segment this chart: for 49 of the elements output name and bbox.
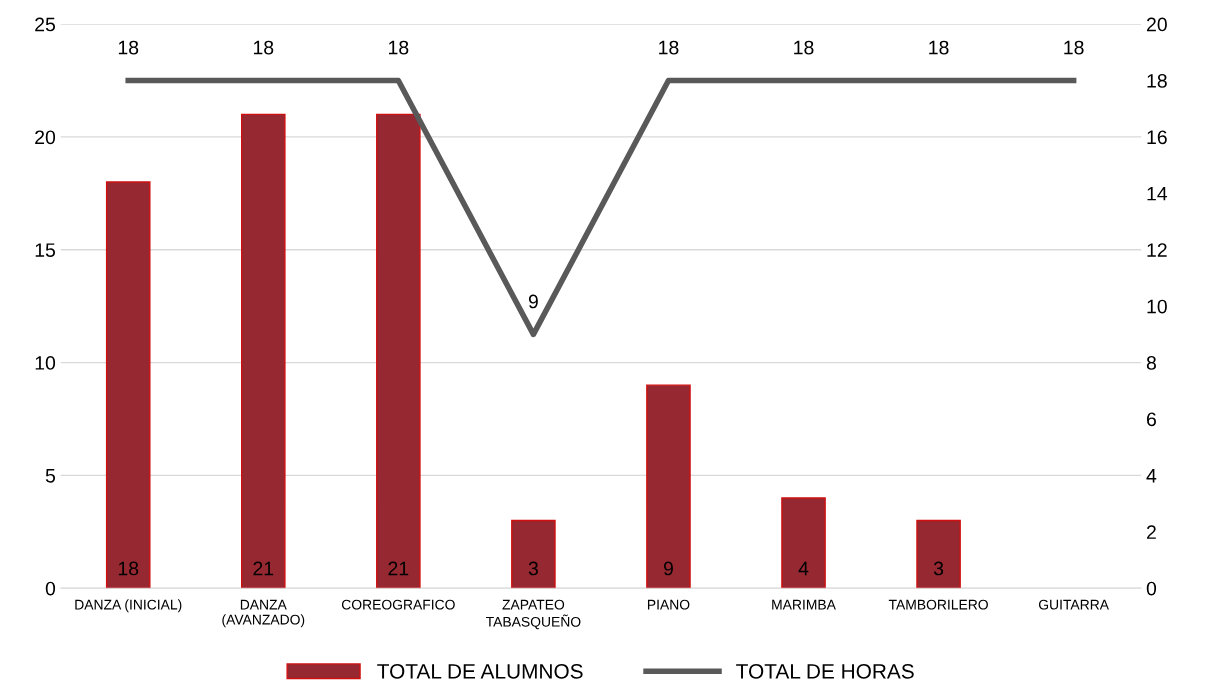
y2-tick-label: 4: [1146, 469, 1157, 483]
data-label: 4: [798, 561, 809, 576]
y2-tick-label: 10: [1147, 299, 1167, 314]
x-tick-label: ZAPATEO TABASQUEÑO: [485, 599, 581, 630]
bar: [781, 497, 826, 589]
y2-tick-label: 0: [1146, 581, 1157, 596]
bar: [916, 519, 961, 589]
x-tick-label: DANZA (INICIAL): [75, 599, 182, 613]
bar: [511, 519, 556, 589]
y-tick-label: 5: [45, 469, 56, 483]
data-label: 18: [794, 40, 814, 55]
bar: [105, 181, 151, 589]
data-label: 21: [388, 561, 409, 576]
data-label: 18: [389, 40, 409, 55]
y-tick-label: 15: [35, 243, 56, 257]
y2-tick-label: 18: [1147, 73, 1167, 88]
y2-tick-label: 16: [1147, 130, 1167, 145]
data-label: 9: [528, 294, 538, 309]
y2-tick-label: 20: [1147, 17, 1167, 32]
y2-tick-label: 2: [1147, 525, 1156, 539]
data-label: 18: [1064, 40, 1084, 55]
x-tick-label: TAMBORILERO: [888, 599, 988, 610]
x-tick-label: COREOGRAFICO: [341, 599, 455, 610]
data-label: 9: [663, 561, 673, 576]
x-tick-label: GUITARRA: [1038, 599, 1109, 610]
legend-label: TOTAL DE ALUMNOS: [377, 663, 583, 679]
data-label: 18: [118, 561, 139, 576]
y-tick-label: 25: [35, 17, 56, 32]
y-tick-label: 20: [35, 130, 56, 145]
y-tick-label: 10: [35, 356, 56, 370]
y-tick-label: 0: [45, 581, 56, 596]
data-label: 18: [929, 40, 949, 55]
data-label: 21: [253, 561, 274, 576]
bar: [646, 384, 691, 589]
x-tick-label: PIANO: [647, 599, 690, 610]
y2-tick-label: 6: [1147, 412, 1156, 427]
x-tick-label: DANZA (AVANZADO): [222, 599, 305, 628]
bar: [376, 113, 421, 589]
data-label: 18: [659, 40, 679, 55]
bar: [240, 113, 286, 589]
data-label: 3: [528, 561, 538, 576]
data-label: 3: [933, 561, 944, 576]
y2-tick-label: 8: [1146, 356, 1156, 370]
y2-tick-label: 12: [1147, 243, 1167, 257]
legend-label: TOTAL DE HORAS: [736, 663, 914, 679]
data-label: 18: [253, 40, 274, 55]
x-tick-label: MARIMBA: [772, 599, 836, 610]
data-label: 18: [118, 40, 139, 55]
y2-tick-label: 14: [1147, 187, 1168, 201]
